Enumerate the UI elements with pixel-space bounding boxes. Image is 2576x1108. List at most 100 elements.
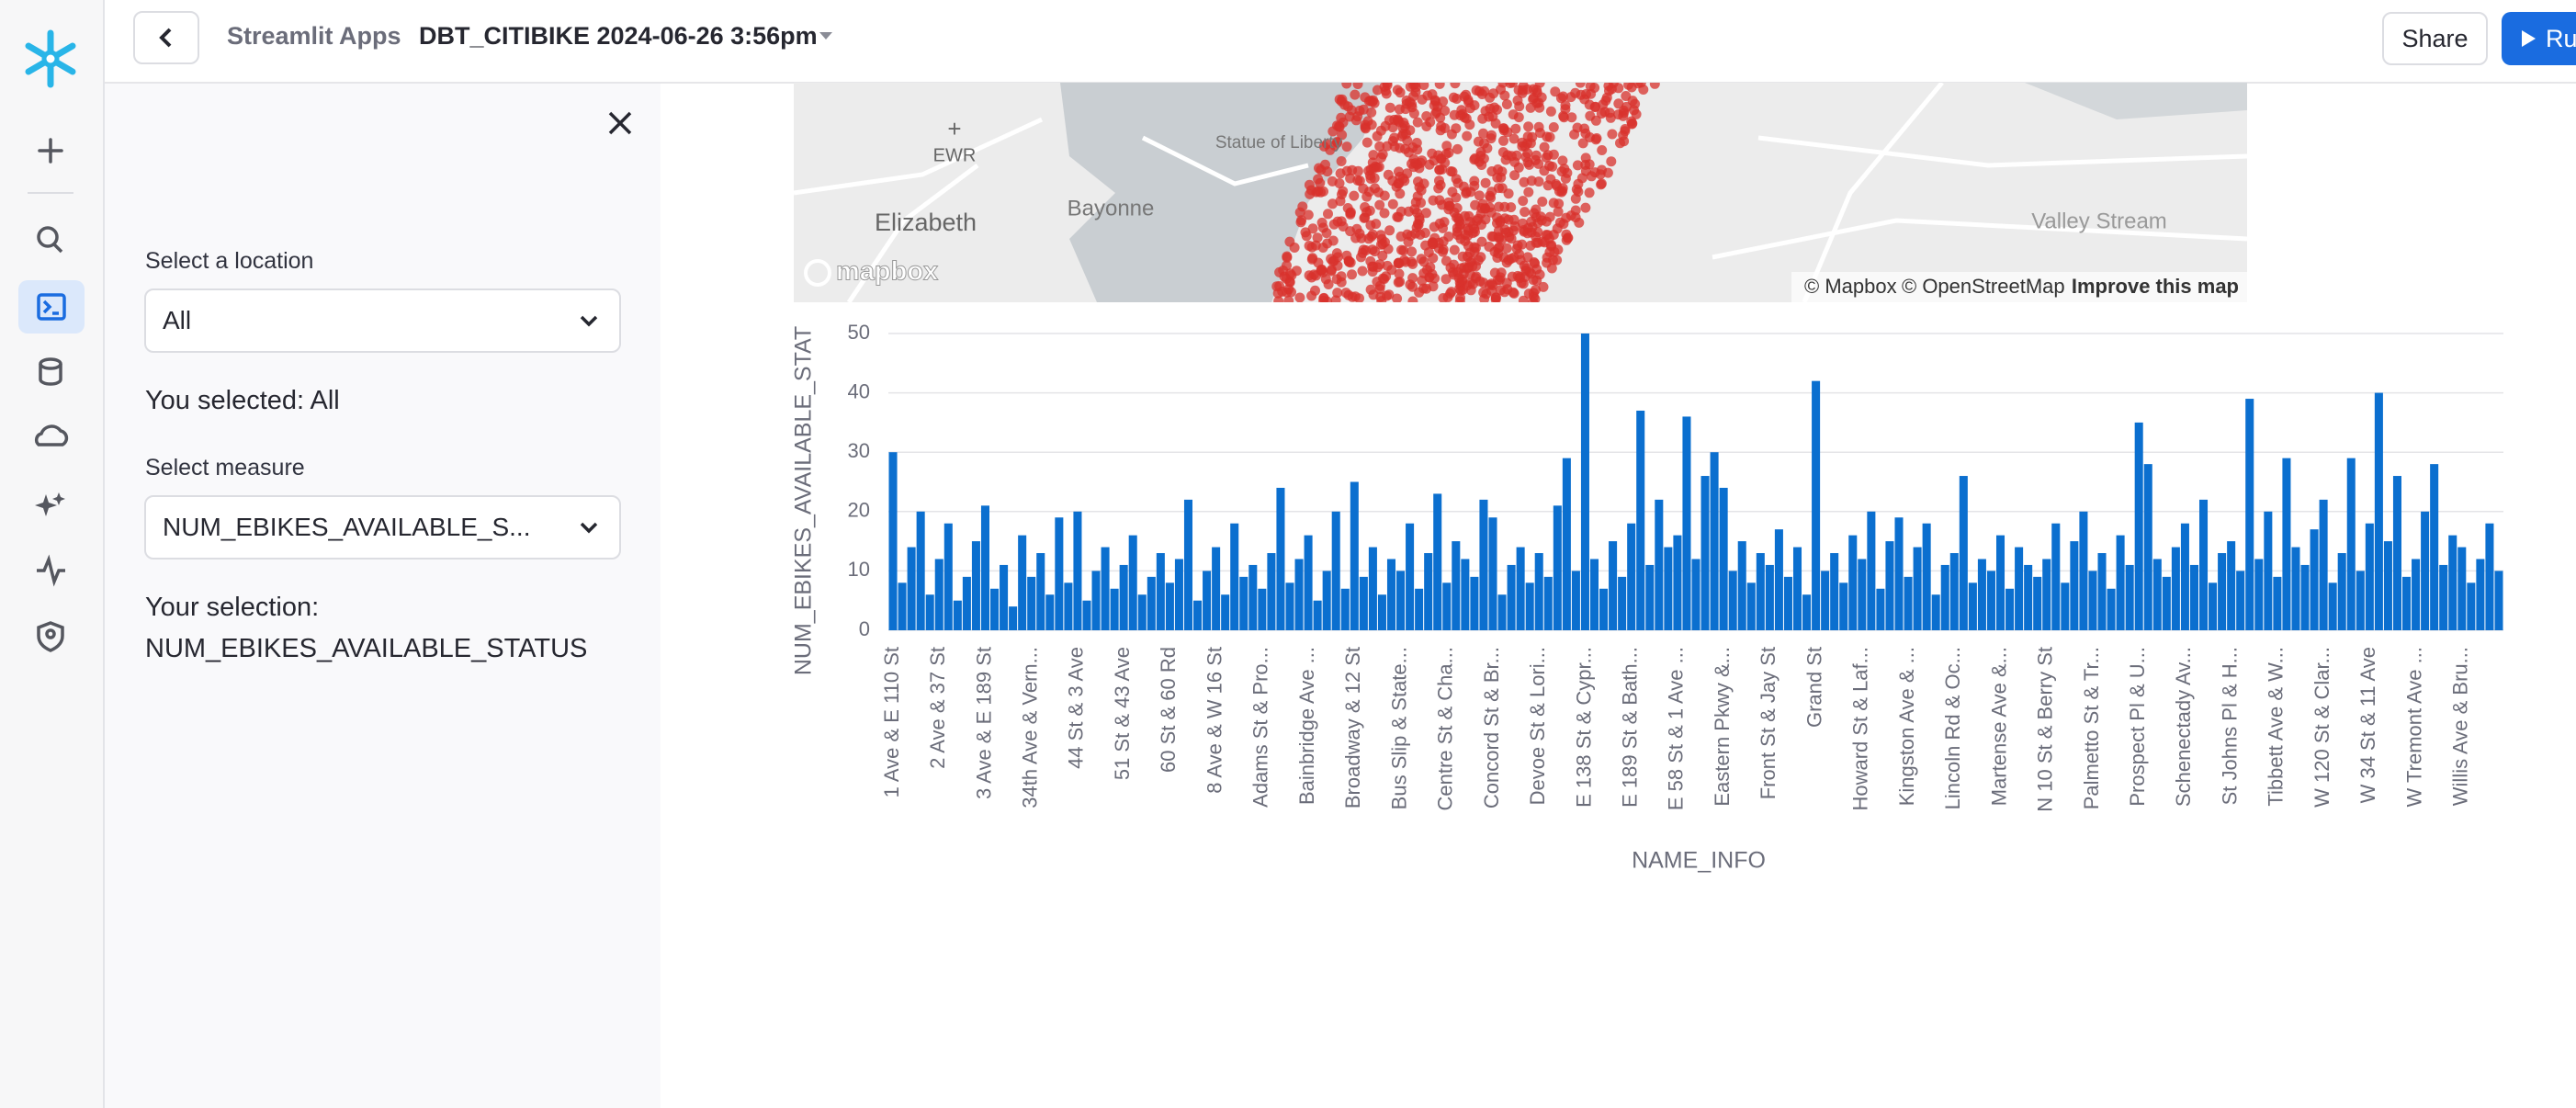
bar (2236, 571, 2245, 630)
station-point (1428, 281, 1439, 292)
station-point (1560, 104, 1571, 115)
station-point (1357, 247, 1368, 258)
worksheet-icon[interactable] (37, 293, 66, 321)
station-point (1542, 252, 1553, 263)
bar (1710, 452, 1719, 630)
share-button[interactable]: Share (2382, 12, 2488, 65)
station-point (1561, 234, 1572, 245)
add-icon[interactable] (38, 138, 63, 164)
nav-rail (0, 0, 105, 1108)
station-point (1527, 131, 1538, 142)
app-menu-caret[interactable] (818, 29, 836, 44)
attribution[interactable]: © Mapbox (1804, 275, 1897, 298)
station-point (1478, 128, 1488, 139)
map-label: Statue of Liberty (1215, 133, 1343, 153)
x-tick-label: E 138 St & Cypr... (1572, 647, 1595, 808)
map[interactable]: + EWR Statue of Liberty Elizabeth Bayonn… (794, 83, 2247, 302)
close-sidebar[interactable] (606, 109, 634, 137)
station-point (1510, 123, 1521, 134)
app-name[interactable]: DBT_CITIBIKE 2024-06-26 3:56pm (419, 22, 818, 50)
attribution[interactable]: © OpenStreetMap (1902, 275, 2065, 298)
station-point (1461, 113, 1472, 124)
station-point (1402, 135, 1413, 146)
snowflake-logo[interactable] (25, 29, 76, 88)
station-point (1341, 83, 1352, 89)
x-tick-label: Schenectady Av... (2172, 647, 2195, 807)
bar (2227, 541, 2236, 630)
bar (1746, 582, 1756, 630)
bar (1922, 523, 1931, 630)
search-icon[interactable] (37, 226, 63, 254)
station-point (1274, 266, 1285, 277)
x-tick-label: W 120 St & Clar... (2310, 647, 2333, 808)
bar (2457, 547, 2467, 630)
bar (1128, 535, 1137, 630)
station-point (1368, 289, 1379, 300)
database-icon[interactable] (39, 357, 62, 386)
station-point (1572, 122, 1583, 133)
station-point (1336, 156, 1347, 166)
bar (1580, 334, 1589, 630)
station-point (1501, 99, 1512, 109)
x-tick-label: 1 Ave & E 110 St (880, 647, 903, 797)
station-point (1418, 83, 1429, 90)
station-point (1464, 103, 1475, 114)
bar (1525, 582, 1534, 630)
ai-icon[interactable] (35, 492, 65, 516)
cloud-icon[interactable] (34, 424, 69, 447)
station-point (1441, 149, 1452, 160)
station-point (1377, 250, 1388, 261)
station-point (1495, 285, 1506, 296)
station-point (1414, 215, 1425, 226)
mapbox-logo[interactable]: mapbox (836, 256, 939, 287)
station-point (1519, 176, 1530, 187)
location-echo: You selected: All (145, 386, 340, 415)
station-point (1318, 293, 1329, 302)
station-point (1328, 198, 1338, 209)
bar (1609, 541, 1618, 630)
station-point (1522, 228, 1533, 239)
breadcrumb[interactable]: Streamlit Apps (227, 22, 401, 50)
station-point (1425, 117, 1436, 128)
station-point (1368, 150, 1379, 161)
activity-icon[interactable] (37, 554, 65, 587)
station-point (1435, 179, 1446, 190)
back-button[interactable] (133, 11, 199, 64)
admin-icon[interactable] (37, 621, 64, 652)
station-point (1511, 243, 1522, 254)
bar (1812, 380, 1821, 630)
station-point (1443, 232, 1454, 242)
bar (1359, 576, 1368, 630)
bar (1562, 458, 1571, 630)
bar (1673, 535, 1682, 630)
location-select[interactable]: All (144, 288, 621, 353)
station-point (1350, 89, 1361, 100)
bar (2162, 576, 2171, 630)
station-point (1584, 159, 1595, 170)
station-point (1434, 83, 1445, 89)
station-point (1502, 150, 1513, 161)
station-point (1498, 135, 1508, 146)
station-point (1401, 95, 1412, 106)
bar (1968, 582, 1977, 630)
bar (1543, 576, 1553, 630)
station-point (1545, 174, 1556, 185)
station-point (1328, 255, 1339, 266)
x-tick-label: 2 Ave & 37 St (926, 647, 949, 769)
station-point (1501, 277, 1512, 288)
attribution[interactable]: Improve this map (2072, 275, 2239, 298)
bar (1792, 547, 1802, 630)
station-point (1538, 281, 1549, 292)
x-tick-label: 44 St & 3 Ave (1065, 647, 1088, 769)
measure-select[interactable]: NUM_EBIKES_AVAILABLE_S... (144, 495, 621, 560)
run-button[interactable]: Run (2502, 12, 2576, 65)
x-tick-label: N 10 St & Berry St (2034, 647, 2057, 812)
top-bar: Streamlit Apps DBT_CITIBIKE 2024-06-26 3… (105, 0, 2576, 84)
bar (1183, 499, 1193, 630)
station-point (1557, 155, 1568, 166)
x-tick-label: Tibbett Ave & W... (2265, 647, 2288, 807)
station-point (1522, 148, 1533, 159)
bar (1728, 571, 1737, 630)
station-point (1548, 149, 1559, 160)
bar (1304, 535, 1313, 630)
